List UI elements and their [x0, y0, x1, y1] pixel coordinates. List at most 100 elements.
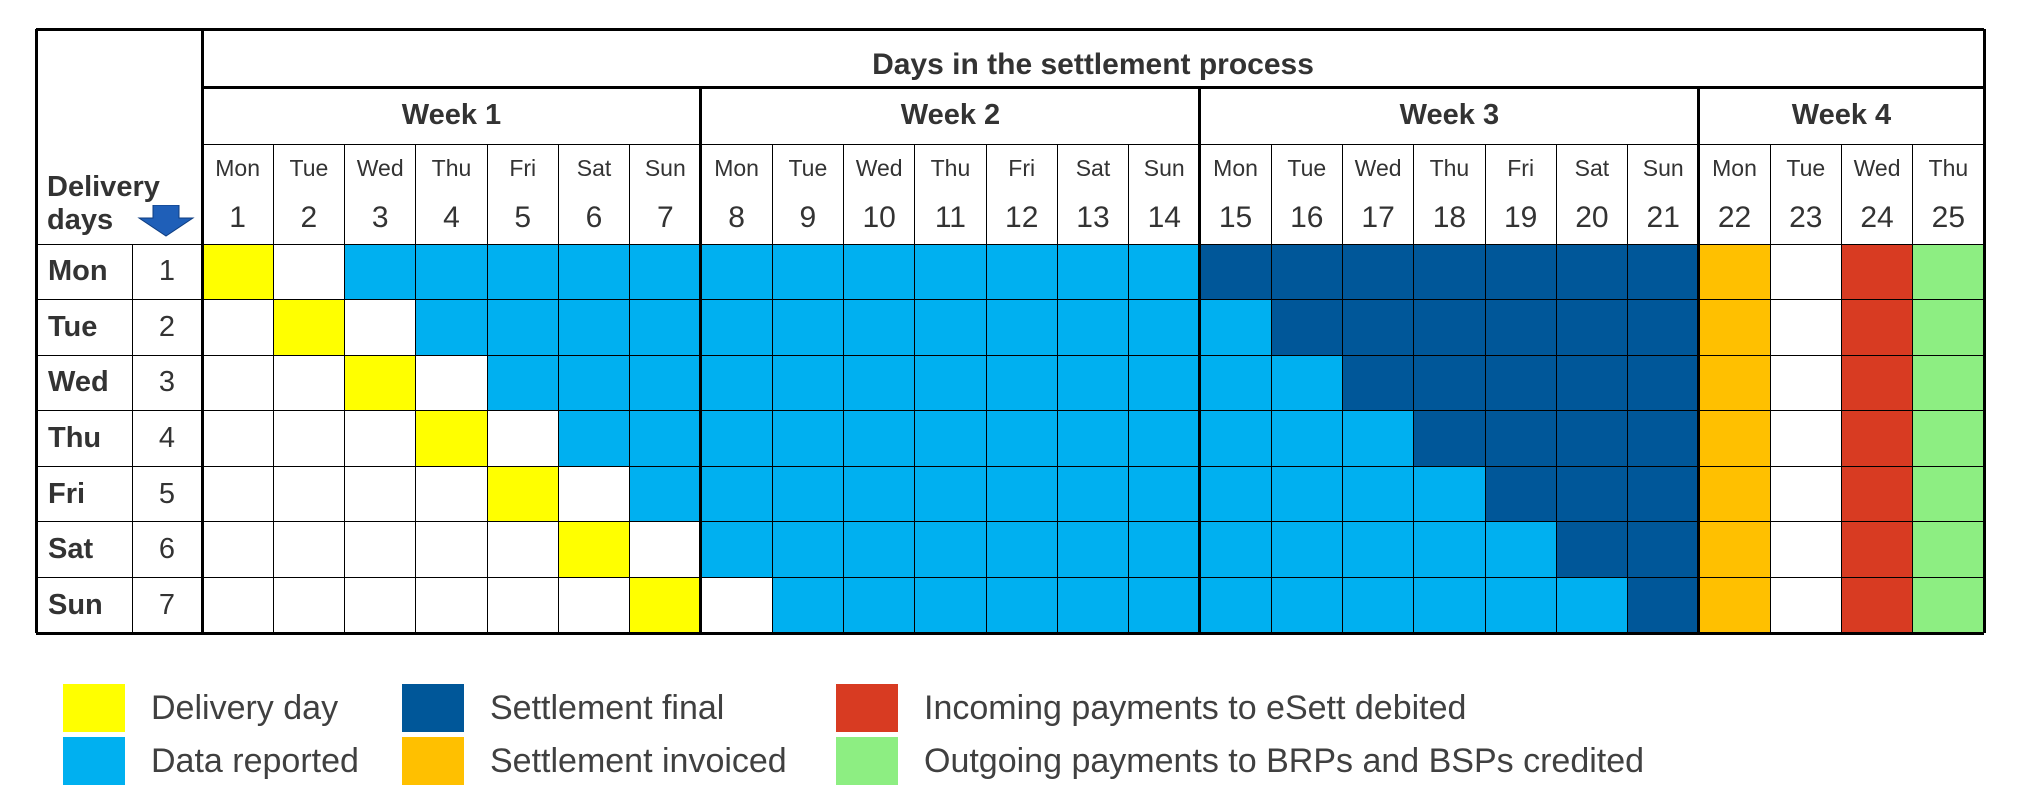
data-reported-cell	[558, 299, 630, 356]
weekday-header: Sun	[644, 154, 686, 181]
data-reported-cell	[1342, 410, 1414, 467]
empty-cell	[344, 521, 416, 578]
data-reported-cell	[1057, 355, 1129, 411]
empty-cell	[415, 466, 488, 522]
grid-line	[36, 521, 1984, 523]
day-number-header: 13	[1076, 201, 1110, 234]
grid-line	[1270, 144, 1272, 633]
weekday-header: Wed	[855, 154, 903, 181]
grid-line	[36, 576, 1984, 578]
grid-line	[1128, 144, 1130, 633]
settlement-final-cell	[1485, 299, 1557, 356]
data-reported-cell	[914, 521, 987, 578]
data-reported-cell	[1271, 355, 1343, 411]
data-reported-cell	[914, 355, 987, 411]
data-reported-cell	[914, 244, 987, 300]
weekday-header: Fri	[509, 154, 537, 181]
day-number-header: 9	[799, 201, 817, 234]
row-number-label: 7	[158, 588, 176, 621]
weekday-header: Sun	[1143, 154, 1185, 181]
settlement-final-cell	[1485, 355, 1557, 411]
grid-line	[1840, 144, 1842, 633]
empty-cell	[415, 577, 488, 633]
row-number-label: 4	[158, 421, 176, 454]
empty-cell	[273, 521, 345, 578]
weekday-header: Thu	[431, 154, 472, 181]
data-reported-cell	[700, 355, 773, 411]
empty-cell	[558, 577, 630, 633]
data-reported-cell	[558, 355, 630, 411]
legend-label: Incoming payments to eSett debited	[924, 689, 1467, 727]
empty-cell	[202, 299, 274, 356]
weekday-header: Thu	[930, 154, 971, 181]
grid-line	[699, 87, 703, 633]
data-reported-cell	[914, 410, 987, 467]
data-reported-cell	[1057, 410, 1129, 467]
data-reported-cell	[986, 355, 1058, 411]
empty-cell	[700, 577, 773, 633]
day-number-header: 4	[443, 201, 460, 234]
weekday-header: Wed	[356, 154, 404, 181]
day-number-header: 17	[1361, 201, 1395, 234]
data-reported-cell	[1128, 577, 1200, 633]
settlement-final-cell	[1556, 244, 1628, 300]
data-reported-cell	[1199, 466, 1272, 522]
legend-swatch	[836, 684, 898, 732]
row-day-label: Mon	[48, 255, 108, 288]
data-reported-cell	[1057, 244, 1129, 300]
delivery-days-label: Delivery	[47, 170, 160, 203]
settlement-final-cell	[1556, 521, 1628, 578]
grid-line	[843, 144, 845, 633]
data-reported-cell	[986, 299, 1058, 356]
empty-cell	[273, 355, 345, 411]
day-number-header: 10	[862, 201, 896, 234]
payment-credited-cell	[1912, 299, 1984, 356]
grid-line	[34, 29, 38, 633]
grid-line	[914, 144, 916, 633]
weekday-header: Tue	[289, 154, 329, 181]
delivery-day-cell	[487, 466, 559, 522]
data-reported-cell	[1057, 521, 1129, 578]
data-reported-cell	[843, 244, 915, 300]
day-number-header: 19	[1503, 201, 1538, 234]
legend-label: Data reported	[151, 742, 359, 780]
data-reported-cell	[843, 577, 915, 633]
weekday-header: Sat	[576, 154, 612, 181]
row-day-label: Thu	[48, 421, 102, 454]
settlement-final-cell	[1413, 410, 1486, 467]
week-header: Week 4	[1791, 99, 1892, 131]
data-reported-cell	[629, 299, 701, 356]
grid-line	[486, 144, 488, 633]
data-reported-cell	[1128, 521, 1200, 578]
data-reported-cell	[772, 466, 844, 522]
grid-line	[200, 29, 204, 633]
empty-cell	[1770, 299, 1842, 356]
day-number-header: 25	[1931, 201, 1966, 234]
legend-swatch	[402, 737, 464, 785]
settlement-final-cell	[1342, 299, 1414, 356]
grid-line	[344, 144, 346, 633]
weekday-header: Sat	[1075, 154, 1111, 181]
grid-line	[1056, 144, 1058, 633]
data-reported-cell	[1271, 466, 1343, 522]
empty-cell	[273, 466, 345, 522]
data-reported-cell	[487, 244, 559, 300]
data-reported-cell	[986, 577, 1058, 633]
day-number-header: 7	[656, 201, 674, 234]
row-day-label: Wed	[48, 366, 109, 399]
empty-cell	[202, 577, 274, 633]
settlement-final-cell	[1556, 410, 1628, 467]
grid-line	[1198, 87, 1202, 633]
settlement-invoiced-cell	[1698, 299, 1771, 356]
data-reported-cell	[1057, 299, 1129, 356]
empty-cell	[202, 521, 274, 578]
data-reported-cell	[1199, 355, 1272, 411]
data-reported-cell	[914, 466, 987, 522]
grid-line	[1555, 144, 1557, 633]
data-reported-cell	[487, 355, 559, 411]
day-number-header: 8	[728, 201, 745, 234]
grid-line	[36, 631, 1984, 635]
grid-line	[771, 144, 773, 633]
data-reported-cell	[772, 355, 844, 411]
day-number-header: 11	[934, 201, 966, 234]
